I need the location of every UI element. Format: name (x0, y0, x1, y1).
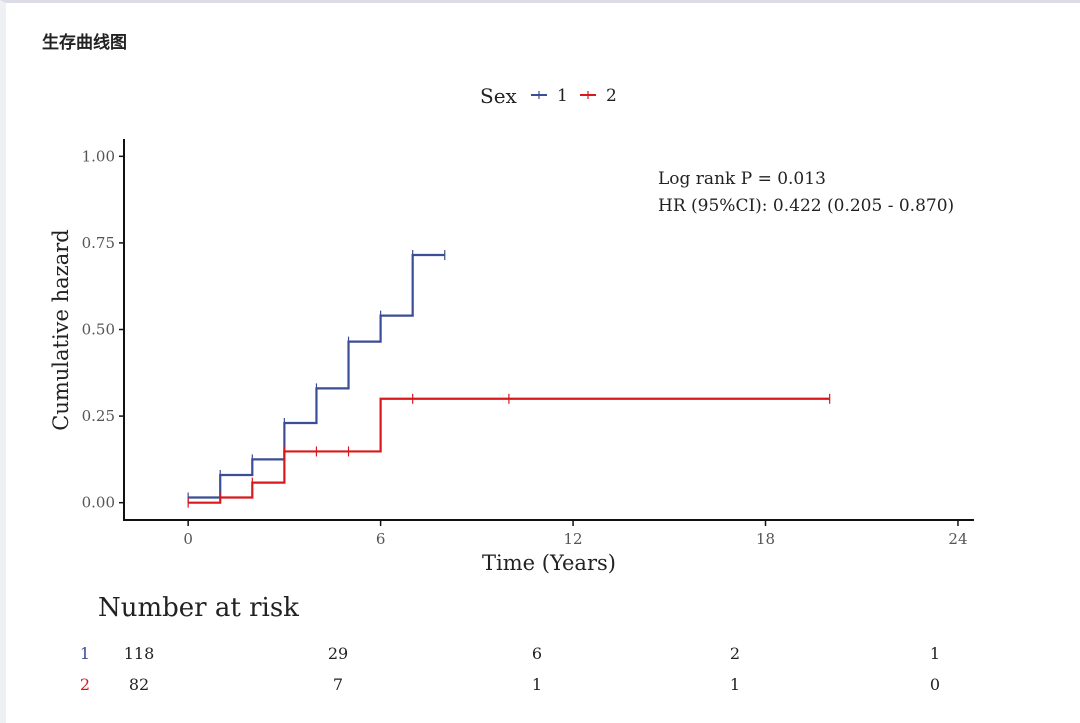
hr-annotation: HR (95%CI): 0.422 (0.205 - 0.870) (658, 196, 954, 216)
risk-count: 6 (532, 644, 542, 663)
risk-count: 118 (124, 644, 155, 663)
risk-count: 7 (333, 675, 343, 694)
x-axis-ticks: 0 6 12 18 24 (183, 520, 968, 548)
x-tick-label: 18 (756, 530, 775, 548)
risk-count: 29 (328, 644, 348, 663)
series-1-curve (188, 253, 445, 499)
card-title: 生存曲线图 (42, 33, 127, 53)
legend-title: Sex (480, 84, 518, 108)
risk-row-label: 2 (80, 675, 90, 694)
x-tick-label: 12 (564, 530, 583, 548)
logrank-annotation: Log rank P = 0.013 (658, 169, 826, 189)
y-tick-label: 0.50 (82, 321, 115, 339)
risk-count: 82 (129, 675, 149, 694)
y-tick-label: 0.75 (82, 234, 115, 252)
y-tick-label: 0.25 (82, 407, 115, 425)
y-axis-label: Cumulative hazard (49, 229, 73, 431)
risk-table: 1 118 29 6 2 1 2 82 7 1 1 0 (80, 644, 940, 694)
risk-row-label: 1 (80, 644, 90, 663)
x-axis-label: Time (Years) (482, 551, 616, 575)
x-tick-label: 24 (948, 530, 967, 548)
risk-count: 1 (730, 675, 740, 694)
risk-count: 1 (532, 675, 542, 694)
x-tick-label: 0 (183, 530, 193, 548)
y-axis-ticks: 0.00 0.25 0.50 0.75 1.00 (82, 147, 124, 512)
legend-label: 2 (606, 86, 617, 106)
risk-count: 0 (930, 675, 940, 694)
y-tick-label: 1.00 (82, 147, 115, 165)
series-layer (187, 250, 831, 508)
risk-table-title: Number at risk (98, 593, 299, 623)
risk-count: 2 (730, 644, 740, 663)
x-tick-label: 6 (376, 530, 386, 548)
legend-label: 1 (557, 86, 568, 106)
y-tick-label: 0.00 (82, 494, 115, 512)
risk-count: 1 (930, 644, 940, 663)
